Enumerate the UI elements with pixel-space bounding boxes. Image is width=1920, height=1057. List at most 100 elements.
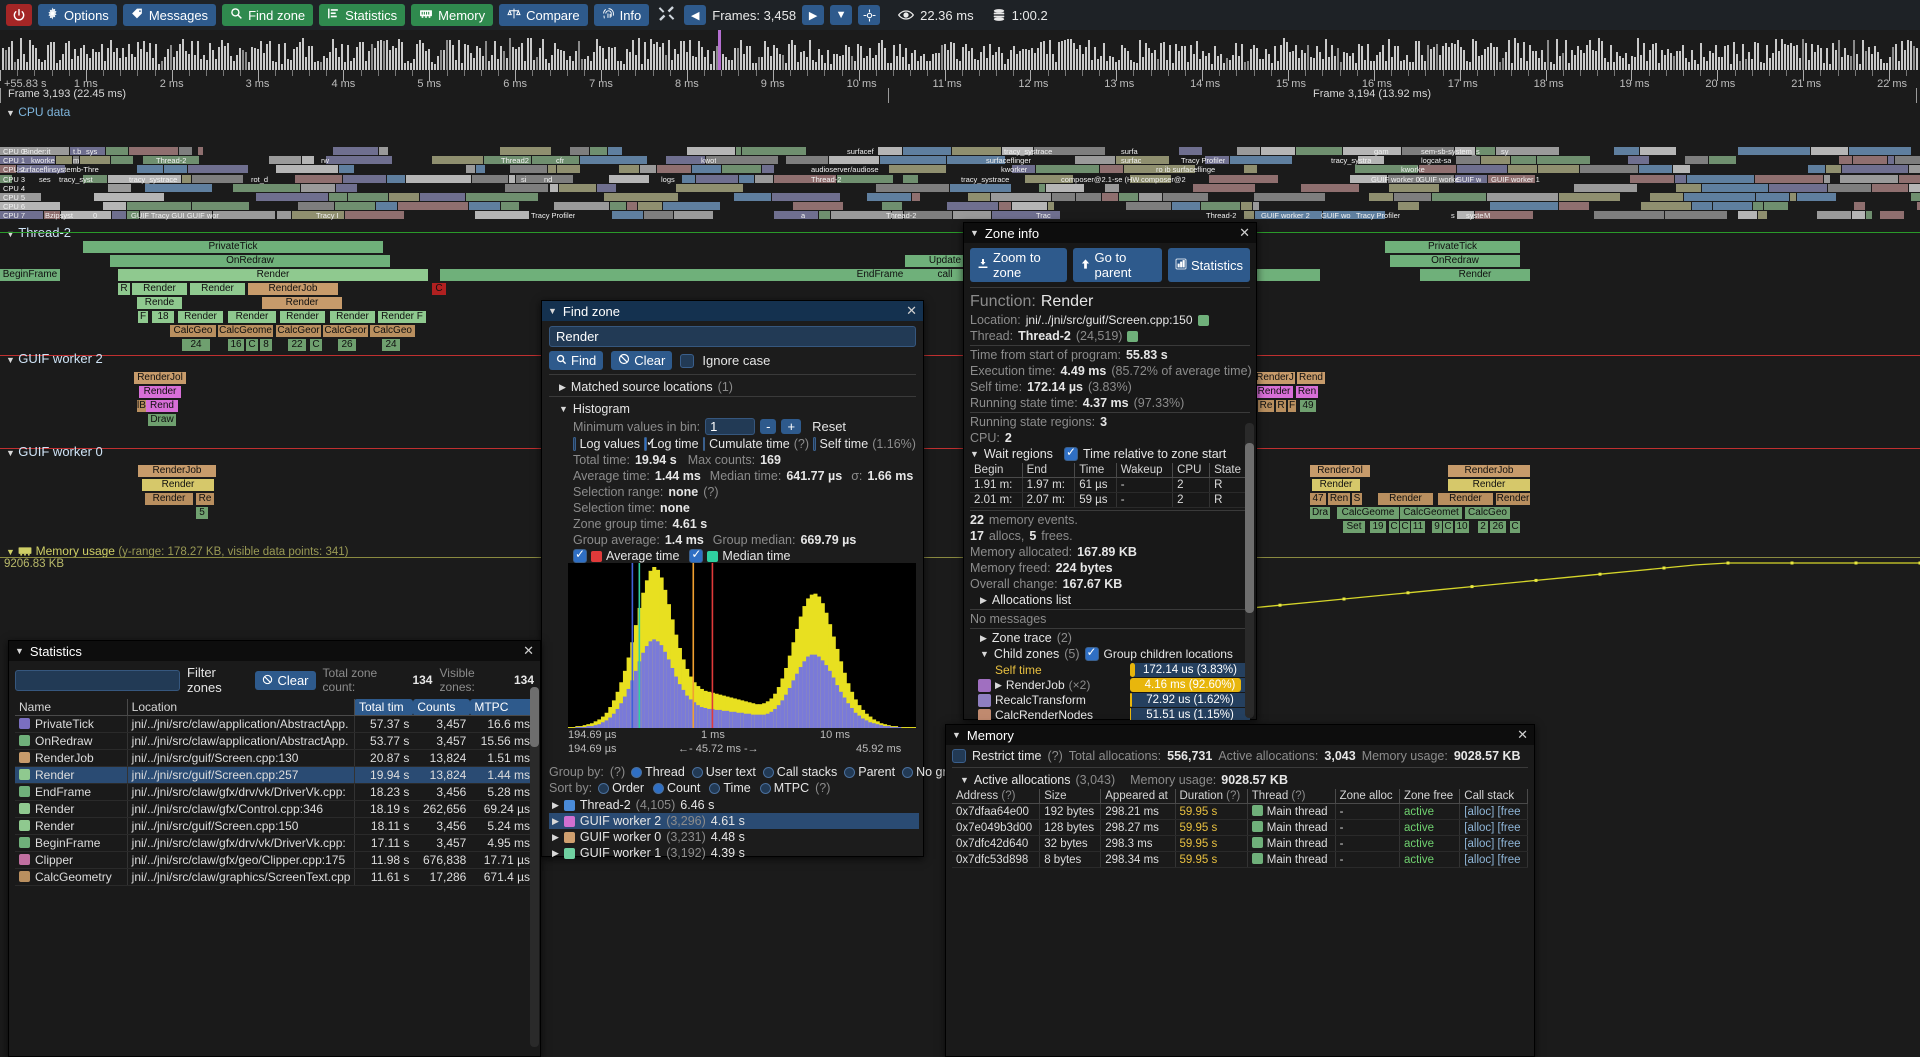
cpu-zone[interactable] [44,211,60,219]
timeline-zone[interactable]: Render [228,311,276,323]
timeline-zone[interactable]: C [432,283,446,295]
cpu-zone[interactable] [431,156,483,164]
cpu-zone[interactable] [953,211,992,219]
cpu-zone[interactable] [1074,156,1116,164]
memory-col-header[interactable]: Duration (?) [1175,789,1248,804]
cpu-zone[interactable] [742,147,807,155]
statistics-table[interactable]: Name Location Total tim Counts MTPC PrivateT… [15,699,534,886]
group-children-checkbox[interactable] [1084,645,1099,661]
cpu-zone[interactable] [1397,202,1420,210]
self-time-checkbox[interactable] [812,437,816,451]
timeline-zone[interactable]: Render [1255,386,1293,398]
statistics-row[interactable]: Render jni/../jni/src/claw/gfx/Control.cp… [15,800,534,818]
cpu-zone[interactable] [1558,193,1620,201]
timeline-zone[interactable]: C [1443,521,1453,533]
memory-row[interactable]: 0x7dfc42d640 32 bytes 298.3 ms 59.95 s Main … [952,835,1528,852]
cpu-zone[interactable] [1683,193,1755,201]
memory-col-header[interactable]: Zone alloc [1335,789,1400,804]
cpu-zone[interactable] [1244,211,1255,219]
cpu-zone[interactable] [1675,175,1686,183]
cpu-zone[interactable] [140,211,212,219]
statistics-col-header[interactable]: MTPC [470,699,534,716]
cpu-zone[interactable] [127,202,192,210]
cpu-zone[interactable] [1810,147,1848,155]
cpu-zone[interactable] [1418,165,1456,173]
cpu-zone[interactable] [1124,165,1196,173]
cpu-zone[interactable] [1508,165,1538,173]
cpu-zone[interactable] [1628,156,1650,164]
memory-col-header[interactable]: Address (?) [952,789,1041,804]
cpu-zone[interactable] [1034,147,1106,155]
cpu-zone[interactable] [1200,202,1240,210]
triangle-down-icon[interactable]: ▼ [952,730,961,740]
cpu-zone[interactable] [1011,165,1035,173]
cpu-zone[interactable] [179,147,193,155]
cpu-zone[interactable] [1301,184,1359,192]
close-icon[interactable]: ✕ [1239,225,1250,240]
cpu-zone[interactable] [1487,175,1536,183]
cpu-zone[interactable] [387,175,405,183]
timeline-zone[interactable]: Render [132,283,187,295]
statistics-col-header[interactable]: Name [15,699,128,716]
clear-button[interactable]: Clear [611,351,673,370]
guif-worker2-header[interactable]: ▼ GUIF worker 2 [6,351,103,366]
timeline-zone[interactable]: 2 [1478,521,1488,533]
cpu-zone[interactable] [992,211,1060,219]
column-hint[interactable]: (?) [1001,790,1016,802]
radio-dot[interactable] [631,766,643,778]
cpu-zone[interactable] [665,156,705,164]
cumulate-time-checkbox[interactable] [702,437,706,451]
cpu-zone[interactable] [1848,147,1911,155]
cpu-zone[interactable] [468,202,501,210]
timeline-zone[interactable]: Render [145,493,193,505]
statistics-row[interactable]: OnRedraw jni/../jni/src/claw/application/… [15,732,534,750]
cpu-zone[interactable] [301,156,315,164]
cpu-zone[interactable] [1755,193,1790,201]
timeline-zone[interactable]: 24 [382,339,400,351]
cpu-zone[interactable] [0,156,55,164]
cpu-zone[interactable] [1236,147,1260,155]
cpu-zone[interactable] [912,193,921,201]
column-hint[interactable]: (?) [1291,790,1306,802]
timeline-zone[interactable]: 22 [288,339,306,351]
cpu-zone[interactable] [549,184,558,192]
memory-col-header[interactable]: Zone free [1399,789,1461,804]
cpu-zone[interactable] [111,211,126,219]
cpu-zone[interactable] [0,165,17,173]
cpu-zone[interactable] [949,184,1011,192]
cpu-zone[interactable] [754,175,774,183]
cpu-zone[interactable] [611,211,644,219]
statistics-col-header[interactable]: Total tim [354,699,414,716]
cpu-zone[interactable] [335,184,358,192]
cpu-zone[interactable] [1296,147,1342,155]
timeline-zone[interactable]: F [138,311,148,323]
memory-table[interactable]: Address (?) Size Appeared at Duration (?) Th… [952,789,1528,868]
timeline-zone[interactable]: 26 [338,339,356,351]
cpu-zone[interactable] [1138,193,1163,201]
cpu-zone[interactable] [1119,193,1138,201]
timeline-zone[interactable]: Re [196,493,214,505]
cpu-zone[interactable] [1260,147,1296,155]
cpu-zone[interactable] [1342,147,1401,155]
timeline-zone[interactable]: R [118,283,130,295]
cpu-zone[interactable] [888,165,947,173]
cpu-zone[interactable] [1894,156,1920,164]
timeline-zone[interactable]: Rende [137,297,182,309]
cpu-zone[interactable] [1842,165,1909,173]
memory-col-header[interactable]: Appeared at [1100,789,1176,804]
cpu-zone[interactable] [902,175,919,183]
timeline-zone[interactable]: Render [142,479,214,491]
cpu-zone[interactable] [1916,202,1920,210]
ignore-case-checkbox[interactable] [680,353,695,368]
cpu-zone[interactable] [0,147,70,155]
selection-range-hint[interactable]: (?) [703,485,719,499]
cpu-zone[interactable] [0,211,44,219]
timeline-zone[interactable]: BeginFrame [0,269,60,281]
memory-header-row[interactable]: Address (?) Size Appeared at Duration (?) Th… [952,789,1528,804]
cpu-zone[interactable] [785,156,829,164]
find-zone-group-row[interactable]: ▶ GUIF worker 2 (3,296) 4.61 s [549,813,919,829]
timeline-zone[interactable]: Re [1258,400,1274,412]
timeline-zone[interactable]: Set [1343,521,1365,533]
cpu-zone[interactable] [967,193,991,201]
cpu-zone[interactable] [1393,193,1432,201]
